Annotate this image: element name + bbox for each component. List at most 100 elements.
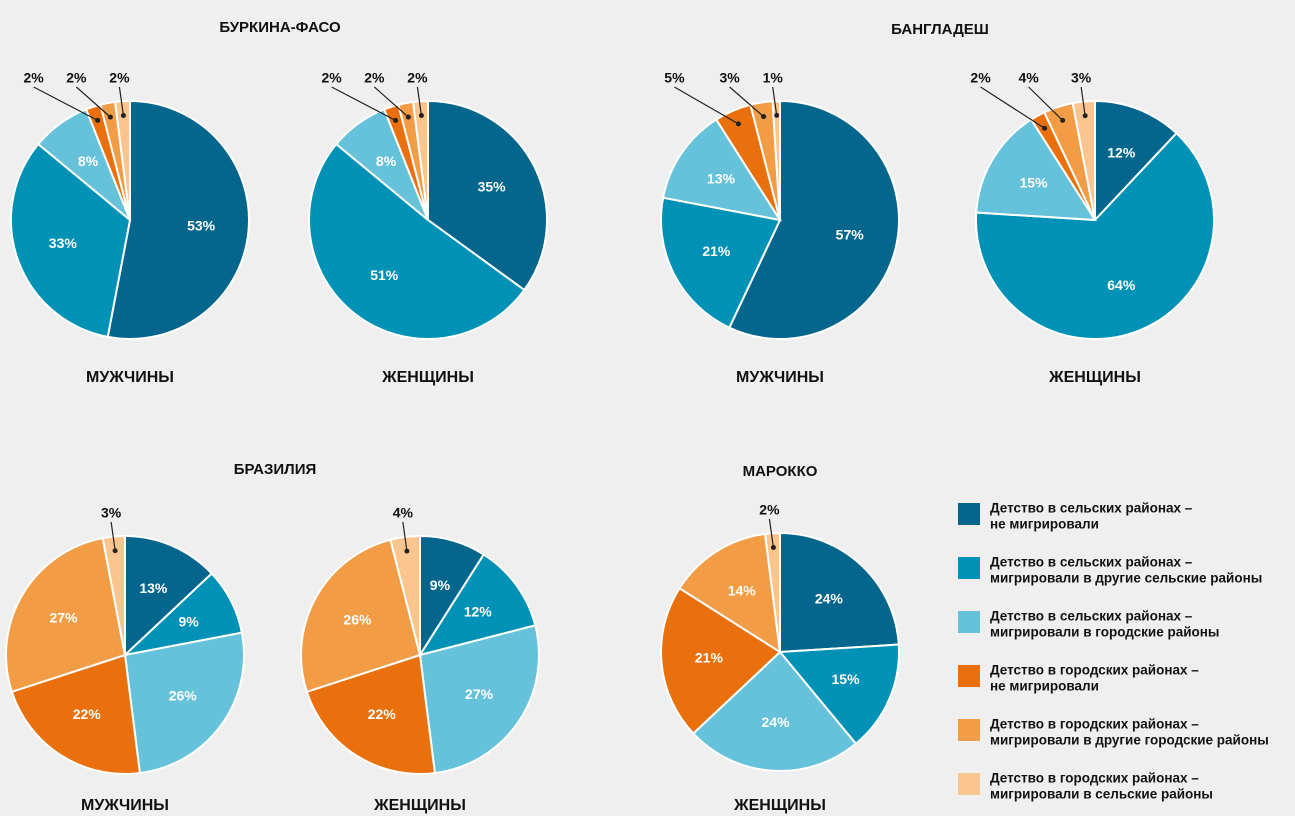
pie-slice bbox=[771, 99, 781, 221]
pie-slice bbox=[427, 99, 548, 292]
leader-dot bbox=[404, 548, 410, 554]
leader-dot bbox=[95, 117, 101, 123]
pie-label: МУЖЧИНЫ bbox=[736, 369, 824, 386]
value-label: 33% bbox=[49, 235, 78, 251]
value-label: 51% bbox=[370, 267, 399, 283]
pie-slice bbox=[660, 196, 782, 330]
leader-line bbox=[1080, 86, 1086, 116]
value-label: 15% bbox=[1020, 174, 1049, 190]
value-label: 21% bbox=[695, 649, 724, 665]
pie-slice bbox=[1071, 99, 1096, 221]
value-label: 2% bbox=[109, 70, 130, 86]
pie-slice bbox=[106, 99, 250, 340]
legend-label: Детство в городских районах – bbox=[990, 717, 1199, 732]
value-label: 26% bbox=[169, 688, 198, 704]
value-label: 2% bbox=[364, 70, 385, 86]
pie-slice bbox=[777, 643, 900, 746]
value-label: 53% bbox=[187, 217, 216, 233]
leader-dot bbox=[1082, 113, 1088, 119]
value-label: 4% bbox=[393, 505, 414, 521]
leader-line bbox=[980, 86, 1045, 129]
pie-slice bbox=[124, 534, 214, 658]
pie-slice bbox=[411, 99, 429, 221]
value-label: 15% bbox=[832, 671, 861, 687]
leader-dot bbox=[120, 112, 126, 118]
leader-dot bbox=[1060, 117, 1066, 123]
legend-label: мигрировали в другие сельские районы bbox=[990, 571, 1262, 586]
leader-line bbox=[1028, 86, 1064, 121]
leader-dot bbox=[1042, 125, 1048, 131]
leader-line bbox=[674, 86, 739, 125]
value-label: 3% bbox=[101, 505, 122, 521]
value-label: 4% bbox=[1019, 70, 1040, 86]
chart-title: БАНГЛАДЕШ bbox=[891, 21, 989, 38]
value-label: 22% bbox=[368, 706, 397, 722]
pie-label: ЖЕНЩИНЫ bbox=[1048, 369, 1141, 386]
chart-title: БУРКИНА-ФАСО bbox=[219, 19, 341, 36]
value-label: 12% bbox=[464, 604, 493, 620]
value-label: 22% bbox=[73, 706, 102, 722]
leader-line bbox=[118, 86, 125, 116]
value-label: 21% bbox=[702, 243, 731, 259]
value-label: 2% bbox=[322, 70, 343, 86]
leader-line bbox=[768, 518, 775, 548]
value-label: 13% bbox=[707, 171, 736, 187]
value-label: 8% bbox=[78, 153, 99, 169]
legend-label: Детство в городских районах – bbox=[990, 771, 1199, 786]
leader-dot bbox=[405, 114, 411, 120]
pie-slice bbox=[660, 586, 782, 735]
legend-swatch bbox=[958, 503, 980, 525]
value-label: 2% bbox=[66, 70, 87, 86]
value-label: 57% bbox=[836, 226, 865, 242]
pie-label: ЖЕНЩИНЫ bbox=[733, 797, 826, 814]
pie-slice bbox=[1094, 99, 1178, 223]
pie-label: МУЖЧИНЫ bbox=[86, 369, 174, 386]
leader-dot bbox=[112, 548, 118, 554]
legend-swatch bbox=[958, 719, 980, 741]
value-label: 9% bbox=[430, 577, 451, 593]
value-label: 3% bbox=[1071, 70, 1092, 86]
value-label: 35% bbox=[478, 178, 507, 194]
pie-slice bbox=[691, 650, 858, 772]
legend-label: Детство в сельских районах – bbox=[990, 501, 1193, 516]
value-label: 3% bbox=[720, 70, 741, 86]
value-label: 24% bbox=[762, 714, 791, 730]
leader-dot bbox=[393, 117, 399, 123]
value-label: 5% bbox=[664, 70, 685, 86]
leader-dot bbox=[770, 544, 776, 550]
pie-slice bbox=[10, 142, 132, 339]
pie-slice bbox=[305, 653, 437, 775]
legend-label: мигрировали в другие городские районы bbox=[990, 733, 1269, 748]
pie-slice bbox=[101, 534, 126, 656]
pie-slice bbox=[779, 531, 900, 654]
leader-dot bbox=[761, 114, 767, 120]
pie-slice bbox=[418, 624, 540, 775]
leader-line bbox=[416, 86, 423, 116]
leader-dot bbox=[107, 114, 113, 120]
leader-dot bbox=[735, 121, 741, 127]
value-label: 14% bbox=[728, 582, 757, 598]
value-label: 27% bbox=[50, 609, 79, 625]
value-label: 64% bbox=[1107, 277, 1136, 293]
legend-swatch bbox=[958, 611, 980, 633]
pie-slice bbox=[763, 531, 781, 653]
value-label: 2% bbox=[759, 502, 780, 518]
legend-label: мигрировали в городские районы bbox=[990, 625, 1219, 640]
value-label: 27% bbox=[465, 686, 494, 702]
pie-slice bbox=[300, 538, 422, 694]
pie-slice bbox=[975, 118, 1097, 222]
legend-label: Детство в сельских районах – bbox=[990, 609, 1193, 624]
value-label: 2% bbox=[407, 70, 428, 86]
legend-swatch bbox=[958, 557, 980, 579]
pie-slice bbox=[307, 142, 526, 340]
pie-label: ЖЕНЩИНЫ bbox=[373, 797, 466, 814]
value-label: 9% bbox=[179, 613, 200, 629]
value-label: 12% bbox=[1107, 144, 1136, 160]
leader-line bbox=[75, 86, 111, 118]
value-label: 24% bbox=[815, 591, 844, 607]
pie-slice bbox=[975, 131, 1215, 340]
value-label: 2% bbox=[24, 70, 45, 86]
value-label: 8% bbox=[376, 153, 397, 169]
legend-label: не мигрировали bbox=[990, 679, 1099, 694]
